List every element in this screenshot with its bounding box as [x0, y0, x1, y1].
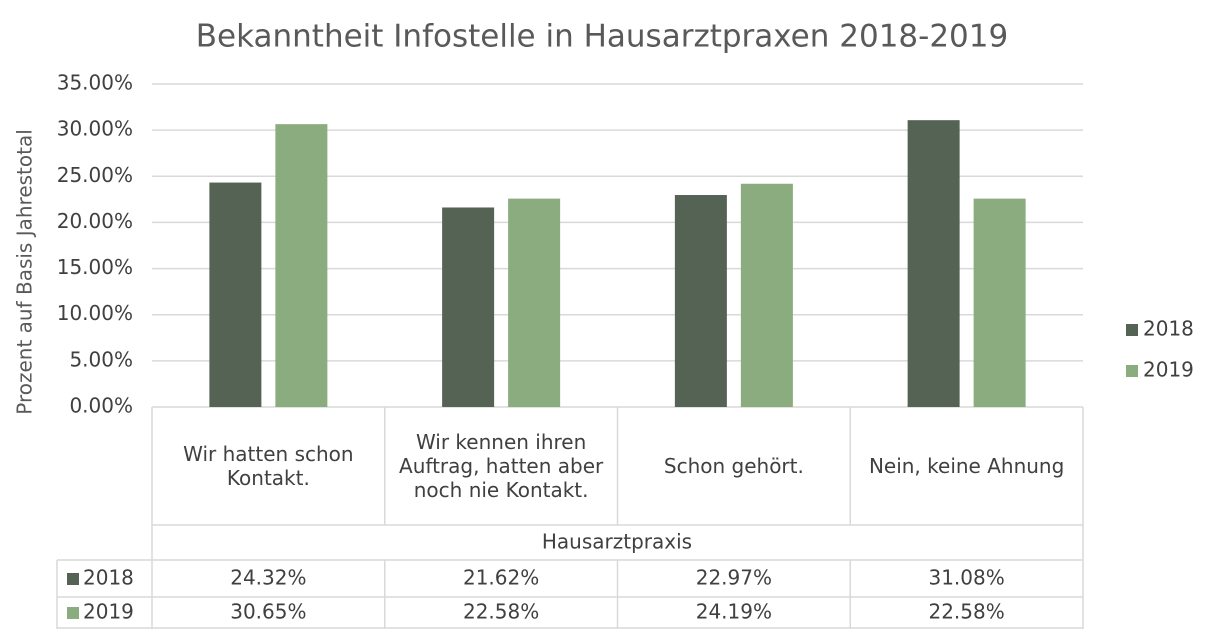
- legend-key: [1126, 365, 1138, 377]
- y-tick-label: 10.00%: [57, 301, 133, 325]
- bar: [907, 120, 960, 408]
- table-value: 21.62%: [463, 566, 539, 590]
- table-value: 22.97%: [696, 566, 772, 590]
- legend-key: [1126, 324, 1138, 336]
- table-value: 22.58%: [463, 600, 539, 624]
- x-tick-label: Wir kennen ihren Auftrag, hatten aber no…: [399, 430, 604, 502]
- y-tick-label: 20.00%: [57, 209, 133, 233]
- table-row-label: 2019: [83, 600, 134, 624]
- y-tick-label: 15.00%: [57, 255, 133, 279]
- y-tick-label: 25.00%: [57, 163, 133, 187]
- y-tick-label: 5.00%: [69, 347, 133, 371]
- x-tick-label-box: Wir kennen ihren Auftrag, hatten aber no…: [399, 430, 604, 502]
- table-value: 30.65%: [230, 600, 306, 624]
- legend-label: 2018: [1143, 317, 1194, 341]
- bar: [973, 198, 1026, 407]
- bar: [209, 182, 262, 407]
- y-axis-label: Prozent auf Basis Jahrestotal: [13, 129, 37, 415]
- legend-label: 2019: [1143, 358, 1194, 382]
- bar: [275, 124, 328, 407]
- bar: [442, 207, 495, 407]
- table-row-label: 2018: [83, 566, 134, 590]
- table-legend-key: [67, 607, 79, 619]
- x-tick-label: Nein, keine Ahnung: [868, 454, 1065, 478]
- x-tick-label-box: Wir hatten schon Kontakt.: [183, 442, 354, 490]
- x-axis-label: Hausarztpraxis: [542, 530, 692, 554]
- bar: [740, 183, 793, 407]
- table-value: 31.08%: [928, 566, 1004, 590]
- x-tick-label: Wir hatten schon Kontakt.: [183, 442, 354, 490]
- bar: [508, 198, 561, 407]
- table-legend-key: [67, 573, 79, 585]
- x-tick-label-box: Nein, keine Ahnung: [868, 454, 1065, 478]
- table-value: 24.32%: [230, 566, 306, 590]
- table-value: 24.19%: [696, 600, 772, 624]
- table-value: 22.58%: [928, 600, 1004, 624]
- bar: [674, 195, 727, 407]
- x-tick-label: Schon gehört.: [663, 454, 804, 478]
- y-tick-label: 0.00%: [69, 394, 133, 418]
- y-tick-label: 35.00%: [57, 71, 133, 95]
- y-tick-label: 30.00%: [57, 117, 133, 141]
- chart-title: Bekanntheit Infostelle in Hausarztpraxen…: [196, 19, 1008, 55]
- x-tick-label-box: Schon gehört.: [663, 454, 804, 478]
